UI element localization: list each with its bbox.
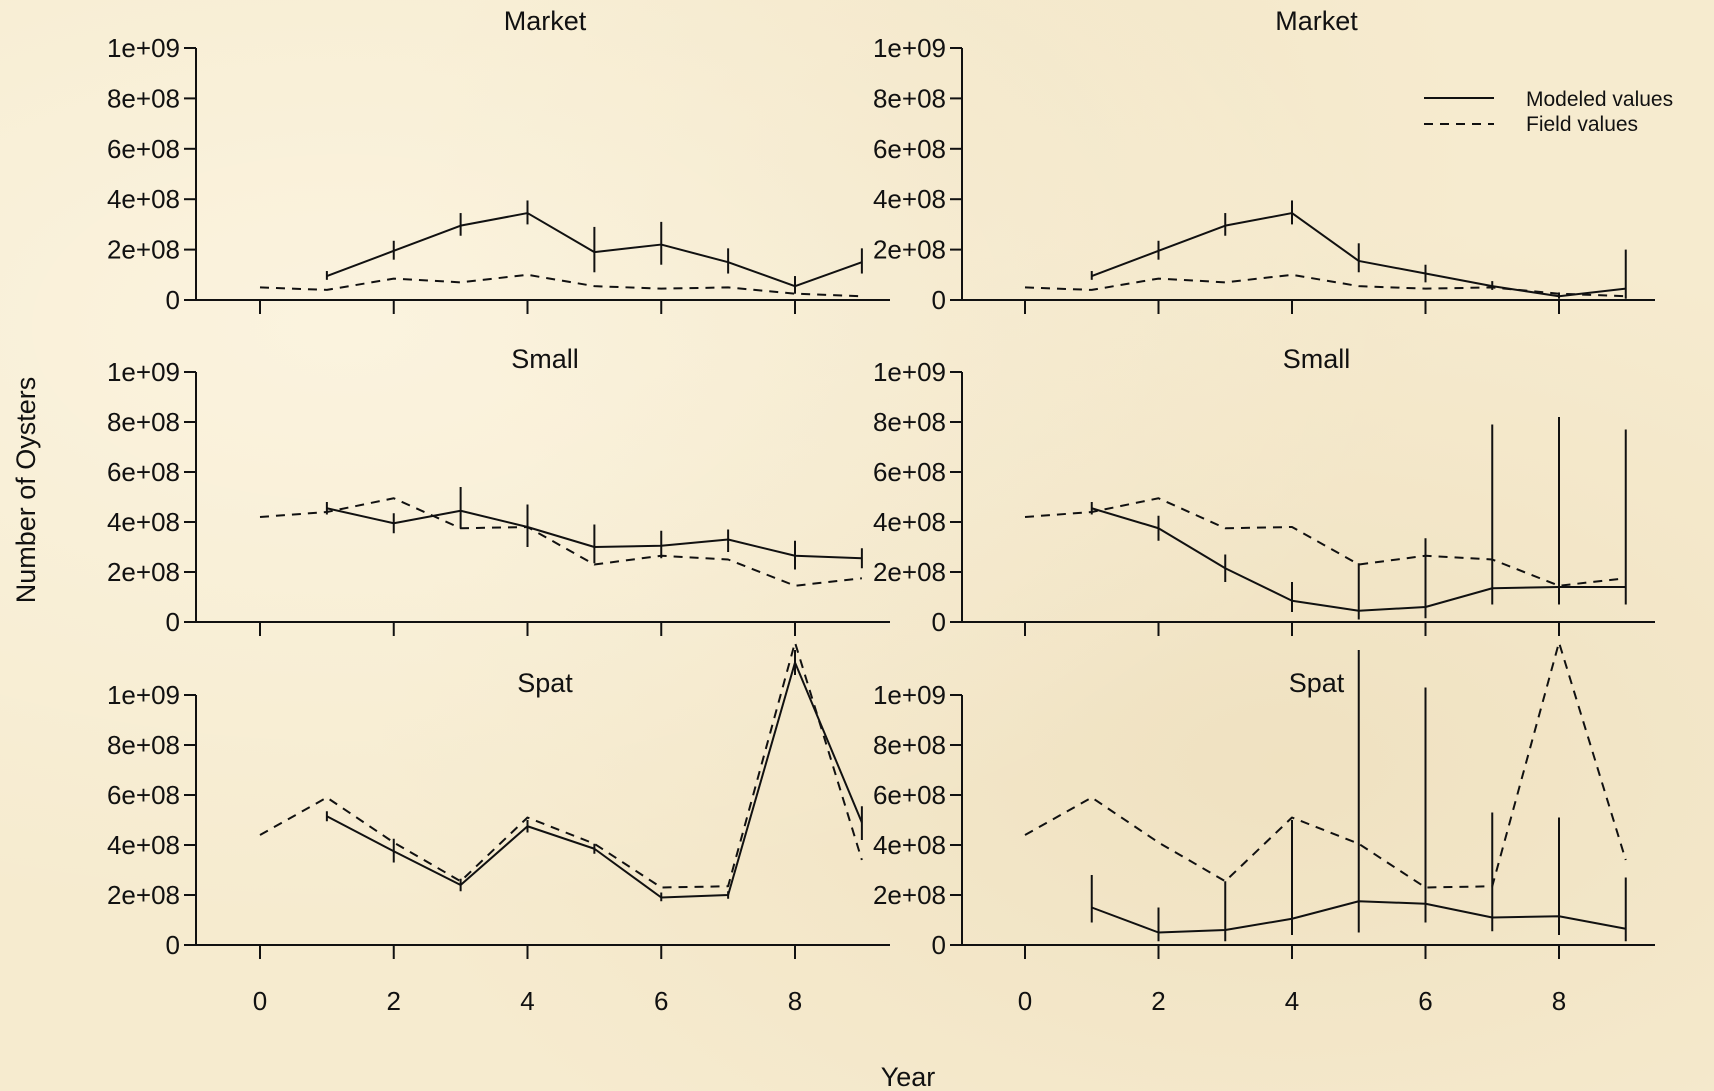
y-tick-label: 6e+08 <box>873 780 946 810</box>
panel-title: Small <box>511 344 579 374</box>
y-tick-label: 4e+08 <box>873 507 946 537</box>
field-values-line <box>259 641 863 889</box>
y-tick-label: 0 <box>166 930 180 960</box>
y-tick-label: 6e+08 <box>107 134 180 164</box>
y-tick-label: 1e+09 <box>873 357 946 387</box>
y-axis-title: Number of Oysters <box>11 377 41 604</box>
y-tick-label: 4e+08 <box>107 184 180 214</box>
panel-market-left: Market 0 2e+08 4e+08 6e+08 8e+08 1e+09 <box>107 6 890 315</box>
y-tick-label: 8e+08 <box>107 83 180 113</box>
x-tick-label: 8 <box>1552 986 1566 1016</box>
panel-small-right: Small 0 2e+08 4e+08 6e+08 8e+08 1e+09 <box>873 344 1655 637</box>
modeled-values-line <box>326 661 863 899</box>
y-tick-label: 1e+09 <box>107 33 180 63</box>
x-tick-label: 2 <box>387 986 401 1016</box>
y-tick-label: 2e+08 <box>873 880 946 910</box>
field-values-line <box>1024 273 1626 298</box>
y-tick-label: 6e+08 <box>873 457 946 487</box>
y-tick-label: 4e+08 <box>873 830 946 860</box>
y-tick-label: 4e+08 <box>107 507 180 537</box>
panel-market-right: Market 0 2e+08 4e+08 6e+08 8e+08 1e+09 <box>873 6 1655 315</box>
y-tick-label: 2e+08 <box>873 557 946 587</box>
y-tick-label: 0 <box>932 285 946 315</box>
panel-title: Market <box>504 6 587 36</box>
y-tick-label: 4e+08 <box>107 830 180 860</box>
legend: Modeled values Field values <box>1424 88 1673 136</box>
y-tick-label: 8e+08 <box>873 83 946 113</box>
y-tick-label: 1e+09 <box>107 680 180 710</box>
y-tick-label: 0 <box>166 285 180 315</box>
y-tick-label: 0 <box>932 930 946 960</box>
panel-title: Spat <box>517 668 573 698</box>
panel-title: Market <box>1275 6 1358 36</box>
y-tick-label: 8e+08 <box>873 407 946 437</box>
field-values-line <box>1024 641 1627 889</box>
y-tick-label: 6e+08 <box>107 457 180 487</box>
y-tick-label: 8e+08 <box>107 730 180 760</box>
y-tick-label: 8e+08 <box>873 730 946 760</box>
x-tick-label: 4 <box>520 986 534 1016</box>
y-tick-label: 8e+08 <box>107 407 180 437</box>
y-tick-label: 2e+08 <box>107 880 180 910</box>
x-tick-label: 0 <box>253 986 267 1016</box>
x-axis-title: Year <box>881 1062 936 1091</box>
field-values-line <box>1024 497 1626 587</box>
y-tick-label: 1e+09 <box>107 357 180 387</box>
panel-title: Spat <box>1289 668 1345 698</box>
panel-spat-left: Spat 0 2e+08 4e+08 6e+08 8e+08 1e+09 0 2 4 6 8 <box>107 641 890 1016</box>
y-tick-label: 4e+08 <box>873 184 946 214</box>
panels-layer: Market 0 2e+08 4e+08 6e+08 8e+08 1e+09 Market 0 2… <box>107 6 1655 1016</box>
panel-small-left: Small 0 2e+08 4e+08 6e+08 8e+08 1e+09 <box>107 344 890 637</box>
field-values-line <box>259 497 862 587</box>
panel-spat-right: Spat 0 2e+08 4e+08 6e+08 8e+08 1e+09 0 2 4 6 8 <box>873 641 1655 1016</box>
y-tick-label: 0 <box>166 607 180 637</box>
y-tick-label: 6e+08 <box>107 780 180 810</box>
legend-field-label: Field values <box>1526 113 1638 136</box>
x-tick-label: 4 <box>1285 986 1299 1016</box>
panel-title: Small <box>1283 344 1351 374</box>
y-tick-label: 0 <box>932 607 946 637</box>
y-tick-label: 1e+09 <box>873 680 946 710</box>
y-tick-label: 1e+09 <box>873 33 946 63</box>
x-tick-label: 0 <box>1018 986 1032 1016</box>
y-tick-label: 6e+08 <box>873 134 946 164</box>
y-tick-label: 2e+08 <box>873 235 946 265</box>
x-tick-label: 8 <box>788 986 802 1016</box>
x-tick-label: 2 <box>1151 986 1165 1016</box>
x-tick-label: 6 <box>654 986 668 1016</box>
legend-modeled-label: Modeled values <box>1526 88 1673 111</box>
y-tick-label: 2e+08 <box>107 235 180 265</box>
field-values-line <box>259 273 862 298</box>
y-tick-label: 2e+08 <box>107 557 180 587</box>
x-tick-label: 6 <box>1418 986 1432 1016</box>
